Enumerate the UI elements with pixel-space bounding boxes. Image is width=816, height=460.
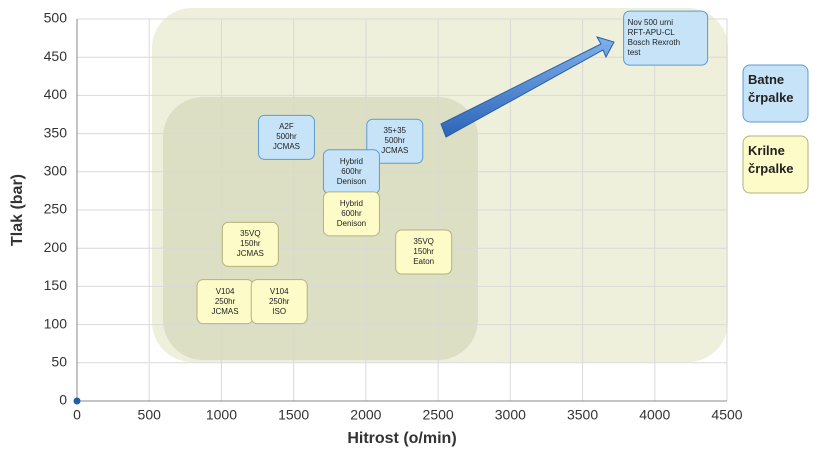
x-tick-label: 500	[138, 407, 162, 423]
y-tick-label: 0	[59, 392, 67, 408]
annotation-line: 250hr	[214, 296, 236, 306]
annotation-line: 500hr	[384, 136, 405, 146]
annotation-line: Denison	[336, 218, 367, 228]
y-tick-label: 500	[44, 10, 68, 26]
annotation-box	[322, 191, 380, 237]
annotation-line: Bosch Rexroth	[627, 38, 681, 48]
annotation-line: V104	[269, 286, 289, 296]
x-tick-label: 1000	[206, 407, 237, 423]
annotation-text: 35VQ 150hr Eaton	[396, 237, 452, 267]
legend-box	[742, 64, 809, 123]
annotation-line: JCMAS	[211, 306, 239, 316]
annotation-box	[395, 229, 453, 275]
annotation-text: Hybrid 600hr Denison	[323, 199, 379, 229]
annotation-line: Hybrid	[339, 156, 363, 166]
legend-box	[742, 135, 809, 194]
y-tick-label: 250	[44, 201, 68, 217]
y-tick-label: 50	[51, 354, 67, 370]
annotation-box	[257, 114, 315, 160]
y-tick-label: 150	[44, 277, 68, 293]
annotation-text: V104 250hr ISO	[251, 287, 307, 317]
x-tick-label: 0	[73, 407, 81, 423]
annotation-text: A2F 500hr JCMAS	[258, 122, 314, 152]
annotation-line: ISO	[272, 306, 287, 316]
annotation-line: 35VQ	[413, 237, 434, 247]
annotation-line: RFT-APU-CL	[627, 28, 675, 38]
legend-entry: Krilne črpalke	[748, 143, 794, 176]
annotation-line: 150hr	[413, 247, 434, 257]
y-tick-label: 100	[44, 315, 68, 331]
annotation-line: Eaton	[413, 257, 435, 267]
annotation-line: 150hr	[240, 239, 261, 249]
legend-entry: Batne črpalke	[748, 72, 794, 105]
x-tick-label: 4500	[711, 407, 742, 423]
annotation-line: 35+35	[383, 126, 406, 136]
annotation-text: V104 250hr JCMAS	[197, 287, 253, 317]
legend-label: Batne črpalke	[748, 72, 794, 105]
annotation-line: test	[627, 48, 641, 58]
annotation-line: 600hr	[341, 208, 362, 218]
annotation-box	[221, 221, 279, 267]
annotation-line: Denison	[336, 176, 367, 186]
x-tick-label: 2000	[350, 407, 381, 423]
annotation-box	[250, 279, 308, 325]
annotation-line: JCMAS	[381, 146, 409, 156]
x-tick-label: 4000	[639, 407, 670, 423]
y-tick-label: 400	[44, 86, 68, 102]
annotation-line: JCMAS	[236, 249, 264, 259]
annotation-line: Hybrid	[339, 198, 363, 208]
point	[73, 397, 81, 405]
annotation-line: A2F	[279, 122, 294, 132]
annotation-box	[623, 10, 709, 66]
annotation-text: Nov 500 urni RFT-APU-CL Bosch Rexroth test	[624, 18, 708, 58]
annotation-box	[366, 118, 424, 164]
annotation-line: V104	[215, 286, 235, 296]
annotation-line: 250hr	[268, 296, 290, 306]
y-tick-label: 200	[44, 239, 68, 255]
annotation-line: 35VQ	[240, 229, 261, 239]
y-axis-label: Tlak (bar)	[9, 174, 26, 246]
annotation-text: 35VQ 150hr JCMAS	[222, 229, 278, 259]
y-tick-label: 350	[44, 124, 68, 140]
y-tick-label: 300	[44, 163, 68, 179]
y-tick-label: 450	[44, 48, 68, 64]
arrow	[440, 36, 615, 138]
x-tick-label: 1500	[278, 407, 309, 423]
x-axis-label: Hitrost (o/min)	[347, 430, 456, 447]
legend-label: Krilne črpalke	[748, 143, 794, 176]
annotation-text: 35+35 500hr JCMAS	[367, 126, 423, 156]
annotation-line: 500hr	[276, 132, 297, 142]
x-tick-label: 3000	[495, 407, 526, 423]
annotation-text: Hybrid 600hr Denison	[323, 157, 379, 187]
x-tick-label: 3500	[567, 407, 598, 423]
annotation-line: Nov 500 urni	[627, 18, 673, 28]
annotation-line: JCMAS	[272, 142, 300, 152]
x-tick-label: 2500	[423, 407, 454, 423]
annotation-line: 600hr	[341, 166, 362, 176]
